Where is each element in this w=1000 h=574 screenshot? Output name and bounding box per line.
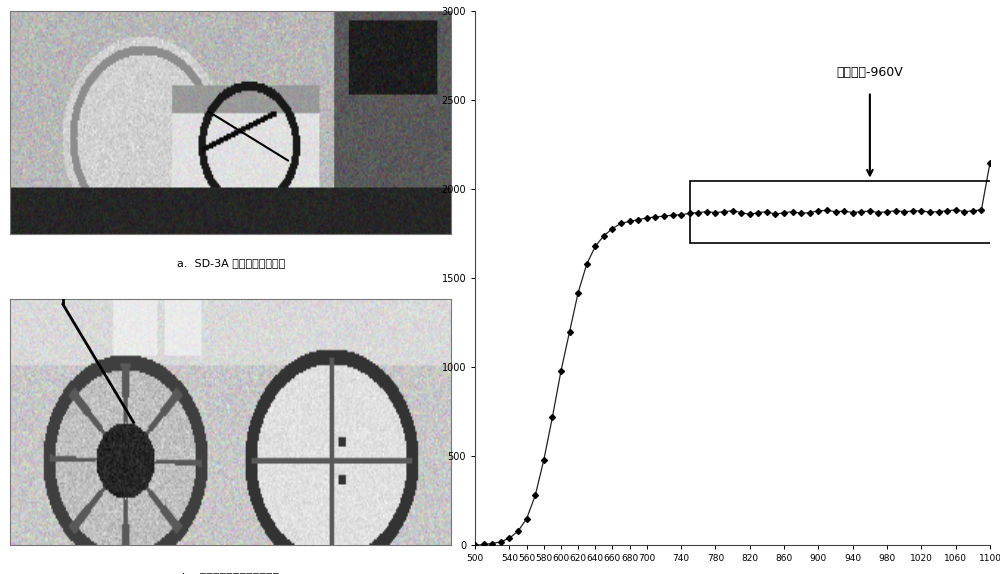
Text: 工作高压-960V: 工作高压-960V xyxy=(836,66,903,79)
Bar xyxy=(690,180,999,243)
Text: b.  检查源改造后放置于闪烁室: b. 检查源改造后放置于闪烁室 xyxy=(182,572,279,574)
Text: a.  SD-3A 气氧仪检查源改造: a. SD-3A 气氧仪检查源改造 xyxy=(177,258,285,269)
